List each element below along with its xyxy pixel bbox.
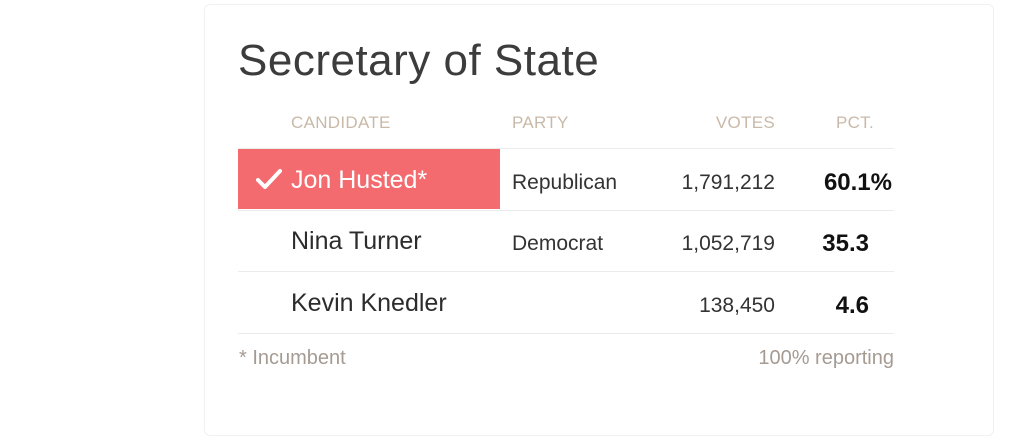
column-header-party: PARTY (512, 113, 569, 132)
candidate-pct: 60.1% (823, 169, 892, 196)
candidate-votes: 138,450 (699, 294, 775, 317)
checkmark-icon (256, 169, 282, 189)
candidate-name: Nina Turner (291, 227, 422, 255)
race-title: Secretary of State (238, 36, 600, 85)
table-row-winner: Jon Husted* Republican 1,791,212 60.1% (238, 148, 894, 211)
table-row: Nina Turner Democrat 1,052,719 35.3 (238, 210, 894, 272)
candidate-pct: 4.6 (835, 292, 869, 319)
reporting-status: 100% reporting (758, 347, 894, 369)
table-row: Kevin Knedler 138,450 4.6 (238, 272, 894, 334)
candidate-party: Democrat (512, 232, 604, 255)
incumbent-footnote: * Incumbent (239, 347, 346, 369)
column-header-candidate: CANDIDATE (291, 113, 391, 132)
candidate-name: Jon Husted* (291, 166, 428, 194)
column-header-pct: PCT. (835, 113, 874, 132)
candidate-party: Republican (512, 171, 618, 194)
candidate-votes: 1,052,719 (681, 232, 775, 255)
candidate-votes: 1,791,212 (681, 171, 775, 194)
column-header-votes: VOTES (715, 113, 775, 132)
candidate-name: Kevin Knedler (291, 289, 447, 317)
candidate-pct: 35.3 (822, 230, 869, 257)
results-card (204, 4, 994, 436)
winner-highlight (238, 149, 500, 209)
